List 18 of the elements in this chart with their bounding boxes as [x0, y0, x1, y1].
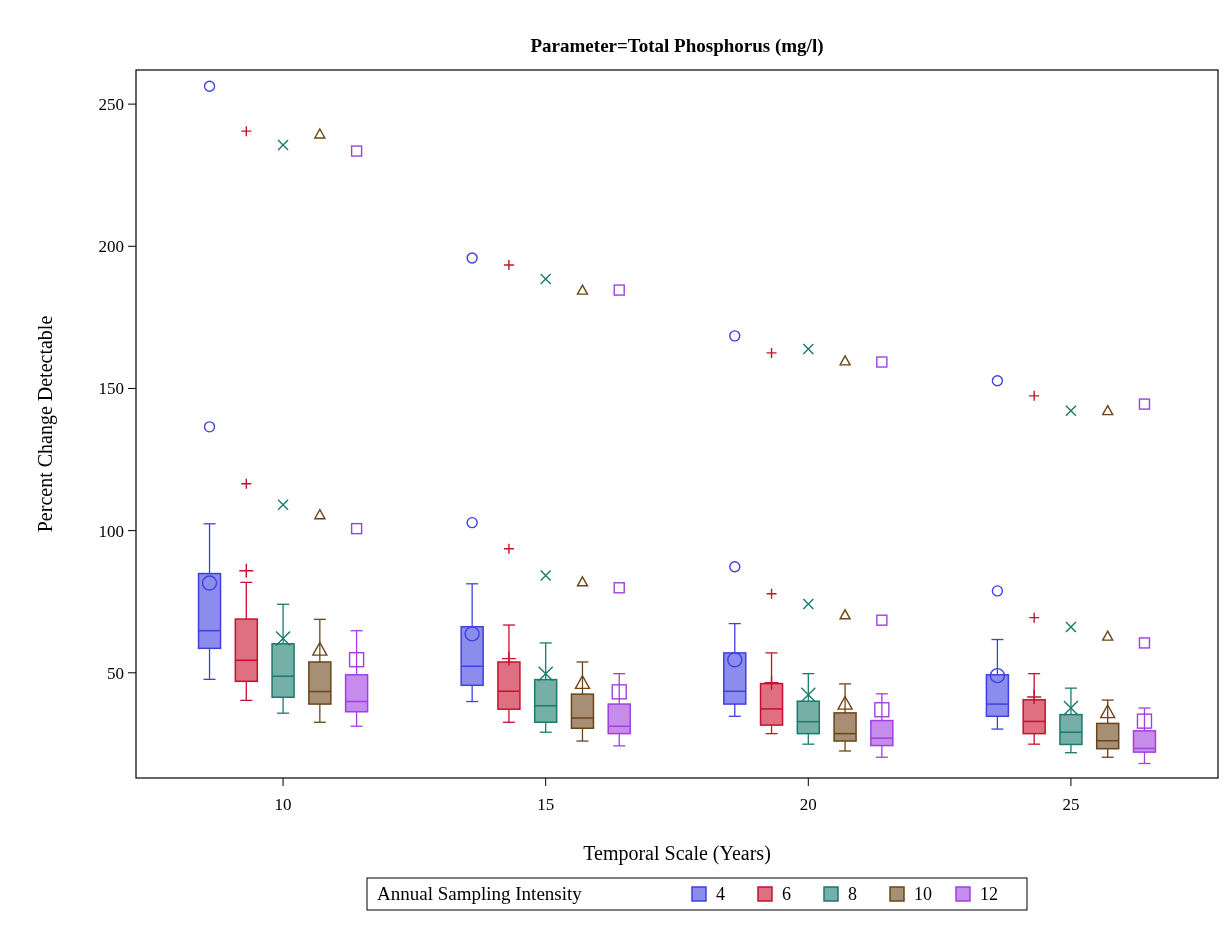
legend-label: 4 [716, 884, 725, 904]
y-axis-title: Percent Change Detectable [34, 315, 57, 533]
x-tick-label: 10 [274, 795, 292, 814]
legend-label: 6 [782, 884, 791, 904]
y-tick-label: 250 [98, 95, 124, 115]
y-tick-label: 150 [98, 379, 124, 399]
legend-label: 8 [848, 884, 857, 904]
y-tick-label: 200 [98, 237, 124, 257]
legend-label: 10 [914, 884, 932, 904]
x-tick-label: 15 [537, 795, 555, 814]
x-axis-title: Temporal Scale (Years) [583, 842, 771, 865]
legend-label: 12 [980, 884, 998, 904]
legend-title: Annual Sampling Intensity [377, 883, 583, 904]
x-tick-label: 25 [1062, 795, 1080, 814]
y-tick-label: 50 [107, 663, 124, 683]
y-tick-label: 100 [98, 521, 124, 541]
chart-title: Parameter=Total Phosphorus (mg/l) [530, 35, 824, 57]
x-tick-label: 20 [799, 795, 817, 814]
